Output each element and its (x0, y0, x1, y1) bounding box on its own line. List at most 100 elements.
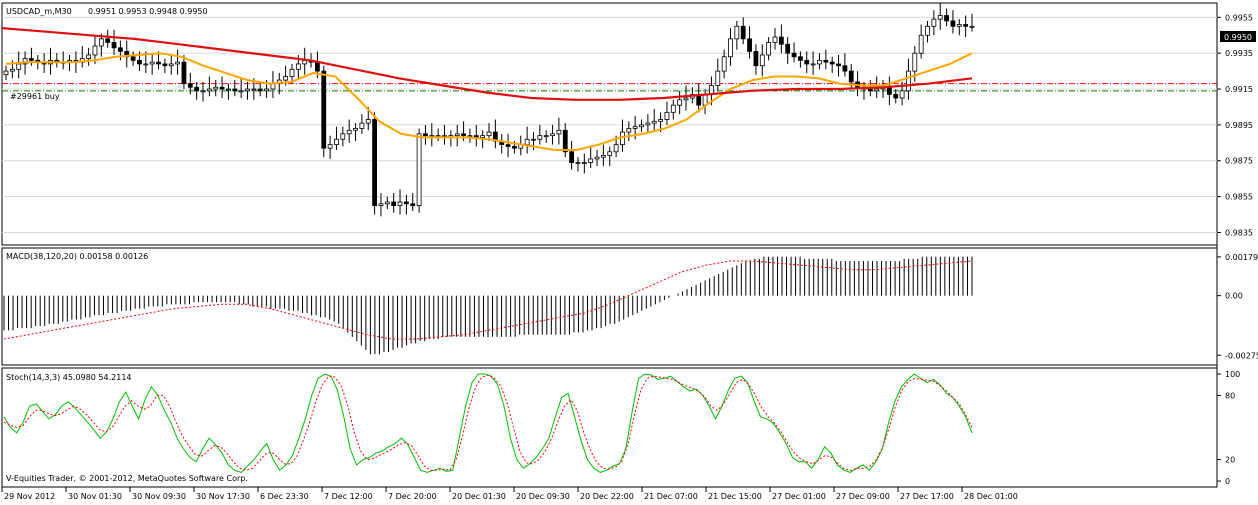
stoch-tick-label: 0 (1225, 477, 1230, 486)
price-tick-label: 0.9915 (1225, 85, 1253, 94)
stoch-tick-label: 100 (1225, 370, 1240, 379)
candle-body (238, 90, 244, 93)
macd-label: MACD(38,120,20) 0.00158 0.00126 (6, 252, 148, 261)
candle-body (702, 94, 708, 106)
price-tick-label: 0.9895 (1225, 121, 1253, 130)
candle-body (543, 135, 549, 138)
candle-body (16, 63, 22, 70)
candle-body (886, 86, 892, 95)
last-price-tag (1220, 31, 1256, 42)
candle-body (956, 24, 962, 27)
price-tick-label: 0.9875 (1225, 157, 1253, 166)
candle-body (403, 201, 409, 205)
time-tick-label: 28 Dec 01:00 (964, 492, 1018, 501)
time-tick-label: 30 Nov 09:30 (132, 492, 186, 501)
candle-body (823, 59, 829, 63)
candle-body (759, 54, 765, 67)
candle-body (829, 61, 835, 65)
candle-body (416, 133, 422, 206)
panel-frames (1, 2, 1218, 488)
candle-body (562, 129, 568, 153)
candle-body (410, 203, 416, 206)
candle-body (734, 25, 740, 40)
price-tick-label: 0.9955 (1225, 13, 1253, 22)
candle-body (651, 120, 657, 124)
stoch-line-0 (3, 373, 973, 473)
candle-body (556, 129, 562, 135)
last-price-value: 0.9950 (1224, 33, 1252, 42)
candle-body (105, 38, 111, 43)
candle-body (156, 61, 161, 65)
time-tick-label: 30 Nov 17:30 (196, 492, 250, 501)
candle-body (594, 156, 600, 160)
candle-body (327, 144, 333, 149)
symbol-title: USDCAD_m,M30 (6, 7, 72, 16)
candle-body (925, 25, 930, 36)
moving-average-slow-line (1, 27, 973, 101)
candle-body (480, 135, 486, 138)
candle-body (29, 58, 34, 61)
candle-body (626, 128, 632, 133)
price-tick-label: 0.9935 (1225, 49, 1253, 58)
candle-body (187, 83, 193, 88)
candle-body (588, 158, 594, 163)
candle-body (798, 56, 803, 61)
macd-tick-label: 0.00179 (1225, 253, 1258, 262)
candle-body (963, 24, 969, 27)
time-tick-label: 30 Nov 01:30 (68, 492, 122, 501)
candle-body (524, 138, 530, 146)
time-tick-label: 7 Dec 20:00 (388, 492, 437, 501)
candle-body (181, 61, 187, 85)
candle-body (149, 61, 155, 65)
ohlc-header: 0.9951 0.9953 0.9948 0.9950 (88, 7, 208, 16)
candle-body (607, 151, 613, 156)
candle-body (378, 203, 384, 206)
candle-body (175, 61, 180, 65)
candle-body (772, 36, 778, 43)
candle-body (143, 63, 149, 66)
candle-body (232, 88, 238, 92)
time-tick-label: 20 Dec 09:30 (516, 492, 570, 501)
time-tick-label: 21 Dec 15:00 (708, 492, 762, 501)
candle-body (791, 52, 797, 58)
candle-body (372, 119, 378, 206)
price-tick-label: 0.9855 (1225, 193, 1253, 202)
candle-body (944, 15, 949, 22)
candle-body (22, 58, 28, 65)
candle-body (569, 151, 575, 163)
time-tick-label: 27 Dec 09:00 (836, 492, 890, 501)
macd-tick-label: 0.00 (1225, 292, 1243, 301)
candle-body (537, 135, 543, 140)
time-tick-label: 27 Dec 17:00 (900, 492, 954, 501)
candle-body (581, 162, 587, 164)
candle-body (3, 70, 9, 76)
candle-body (753, 51, 759, 67)
candle-body (931, 18, 937, 27)
candle-body (937, 15, 943, 20)
candle-body (384, 201, 390, 205)
candle-body (461, 133, 466, 137)
candle-body (810, 63, 816, 66)
candle-body (867, 88, 873, 92)
candle-body (658, 119, 663, 122)
order-label: #29961 buy (10, 92, 60, 101)
candle-body (117, 47, 123, 52)
candle-body (334, 138, 339, 146)
candle-body (804, 59, 810, 65)
candle-body (664, 111, 670, 120)
panel-frame-1 (1, 247, 1218, 366)
candle-body (950, 20, 956, 27)
candle-body (512, 146, 517, 149)
candle-body (264, 88, 269, 92)
candle-body (785, 43, 791, 54)
candle-body (766, 42, 772, 56)
candle-body (842, 65, 848, 72)
candle-body (9, 68, 15, 72)
candle-body (836, 63, 841, 67)
candle-body (683, 97, 689, 101)
candle-body (194, 86, 200, 92)
candle-body (747, 38, 752, 52)
candle-body (918, 34, 924, 54)
